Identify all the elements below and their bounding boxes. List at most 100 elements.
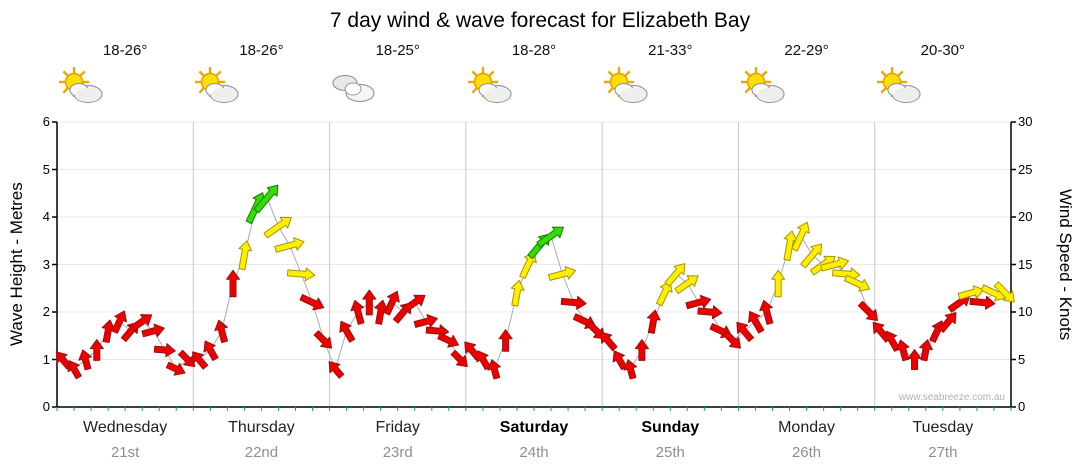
wind-arrow [759,299,774,325]
wind-arrow [993,281,1015,303]
wind-arrow [646,309,661,334]
wind-arrow [771,269,786,298]
wind-arrow [89,339,104,361]
day-temperature: 18-26° [239,42,284,59]
wind-arrow [697,305,723,320]
wind-arrow [153,343,176,358]
wind-arrow [722,330,741,349]
wind-arrow [130,314,153,332]
wind-arrow [203,340,219,362]
day-date: 22nd [244,444,279,461]
wind-axis-tick: 10 [1018,304,1033,319]
wind-arrow [907,349,922,370]
weather-icon-sun-cloud [191,66,331,118]
wind-axis-tick: 20 [1018,209,1033,224]
wind-arrow [685,294,712,310]
wind-arrow [957,285,985,300]
wind-axis-tick: 25 [1018,161,1033,177]
day-temperature: 18-28° [511,42,557,59]
day-name: Tuesday [912,419,974,436]
wind-arrow [141,323,165,338]
wave-axis-tick: 2 [42,304,50,319]
wind-arrow [214,319,228,344]
watermark: www.seabreeze.com.au [898,392,1005,403]
day-date: 21st [110,444,140,461]
weather-icon-sun-cloud [464,66,604,118]
wind-arrow [350,299,365,325]
cloud-icon [887,82,921,104]
day-date: 25th [655,444,685,461]
wind-arrow [487,359,501,380]
day-name: Monday [778,419,836,436]
wind-arrow [437,332,460,348]
wind-arrow [664,263,686,287]
wind-arrow [274,237,305,253]
wind-arrow [313,330,333,349]
weather-icon-sun-cloud [600,66,740,118]
day-name: Saturday [499,419,569,436]
wind-arrow [253,184,279,214]
wind-arrow [800,243,823,269]
wind-arrow [585,320,605,340]
wave-axis-tick: 3 [42,256,50,272]
day-temperature: 18-26° [102,42,148,59]
wind-arrow [736,321,755,343]
day-date: 23rd [382,444,413,461]
wind-arrow [328,361,345,379]
cloud-icon [478,82,512,104]
wind-arrow [560,295,587,310]
wind-arrow [547,266,577,281]
weather-icon-sun-cloud [737,66,877,118]
day-temperature: 22-29° [784,42,829,59]
day-temperature: 18-25° [375,42,420,59]
weather-icon-sun-cloud [873,66,1013,118]
wind-arrow [383,290,400,316]
cloud-icon [205,82,240,104]
day-date: 26th [791,444,822,461]
chart-title: 7 day wind & wave forecast for Elizabeth… [329,9,751,32]
day-temperature: 20-30° [920,42,966,59]
day-name: Thursday [228,419,295,436]
wind-arrow [339,320,356,343]
wave-axis-tick: 0 [42,399,50,414]
wind-axis-tick: 5 [1018,351,1026,367]
wind-arrow [111,310,127,334]
day-name: Sunday [641,419,700,436]
wind-arrow [843,274,871,292]
wind-arrow [165,361,186,376]
wind-arrow [286,267,316,282]
wind-axis-tick: 15 [1018,256,1033,272]
wind-arrow [938,312,957,333]
day-temperature: 21-33° [648,42,693,59]
wave-axis-tick: 1 [42,351,50,367]
wind-arrow [820,256,850,272]
wind-axis-tick: 0 [1018,399,1026,414]
cloud-icon [69,82,103,104]
wind-speed-axis-label: Wind Speed - Knots [1056,188,1075,341]
wind-arrow [362,289,377,316]
wave-axis-tick: 5 [42,161,50,177]
wind-arrow [413,314,438,328]
wind-arrow [476,350,491,371]
wind-arrow [192,351,209,370]
wind-arrow [67,360,82,380]
wind-arrow [600,331,618,352]
day-name: Friday [375,419,420,436]
wind-arrow [450,349,468,368]
wave-axis-tick: 6 [42,114,50,129]
wind-arrow [226,269,240,298]
wind-arrow [969,295,996,310]
day-name: Wednesday [83,419,168,436]
weather-icon-sun-cloud [55,66,195,118]
wind-arrow [78,349,92,371]
wind-arrow [498,329,513,352]
wind-arrow [634,339,649,361]
wind-arrow [857,300,878,321]
wave-axis-tick: 4 [42,209,50,224]
weather-icon-cloud [328,66,468,118]
wind-arrow [674,275,699,295]
wind-arrow [623,359,638,380]
wind-arrow [748,310,765,334]
